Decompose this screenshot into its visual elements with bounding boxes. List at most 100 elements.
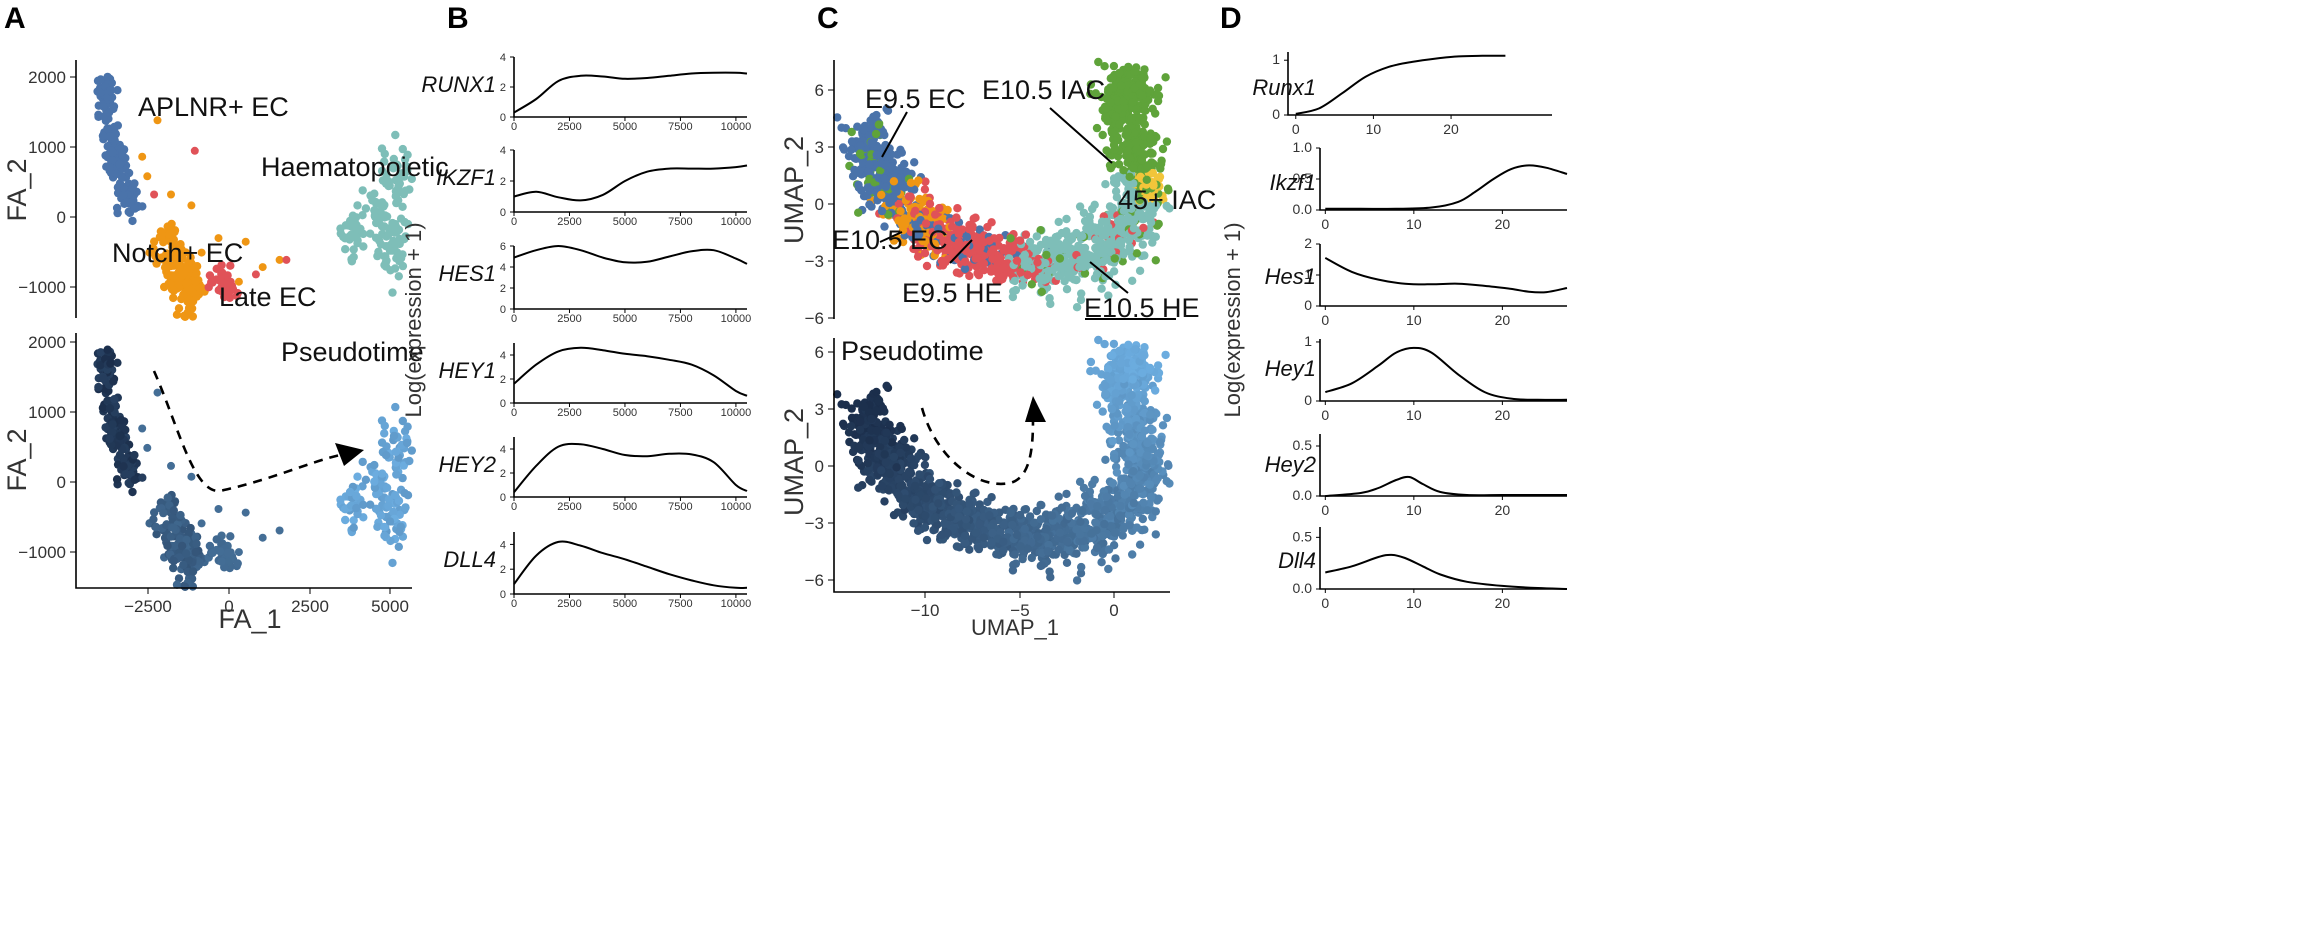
cell-point (954, 512, 964, 521)
panel-c-top-y-label: UMAP_2 (779, 136, 809, 244)
gene-label: DLL4 (443, 547, 496, 572)
cell-point (1106, 98, 1116, 107)
panel-a-bottom-axes (75, 333, 412, 589)
cell-point (853, 122, 862, 131)
panel-c-bottom-axes (833, 338, 1170, 593)
cell-point (1015, 236, 1025, 245)
cell-point (1154, 494, 1163, 503)
tick-label: 2 (1304, 235, 1312, 251)
cell-point (1054, 271, 1063, 281)
cell-point (275, 526, 284, 535)
cell-point (226, 261, 235, 270)
cell-point (1072, 275, 1081, 285)
cell-point (1131, 138, 1141, 147)
cell-point (1151, 386, 1160, 395)
panel-c-bottom-y-label: UMAP_2 (779, 408, 809, 516)
tick-label: −3 (805, 252, 824, 271)
tick-label: −1000 (18, 278, 66, 297)
cell-point (1025, 512, 1035, 521)
panel-a-bottom-points (93, 345, 416, 591)
cell-point (197, 248, 206, 257)
cell-point (1100, 61, 1109, 71)
cell-point (217, 287, 226, 296)
cell-point (833, 113, 842, 122)
cell-point (901, 494, 910, 503)
cell-point (1104, 291, 1113, 300)
cell-point (1025, 237, 1035, 247)
tick-label: 1 (1304, 266, 1312, 282)
cell-point (205, 271, 215, 280)
cell-point (105, 434, 114, 443)
tick-label: 6 (815, 81, 824, 100)
cell-point (1124, 460, 1133, 469)
cell-point (359, 229, 368, 239)
panel-label-a: A (4, 2, 26, 35)
cell-point (1164, 461, 1173, 470)
cell-point (1063, 263, 1072, 272)
cell-point (1136, 448, 1145, 457)
cell-point (191, 262, 200, 271)
cell-point (1108, 436, 1117, 446)
cell-point (358, 482, 367, 491)
cell-point (1162, 413, 1172, 423)
cell-point (865, 160, 874, 169)
cell-point (353, 201, 362, 210)
cell-point (153, 388, 162, 397)
cell-point (370, 206, 379, 215)
gene-label: HEY1 (439, 358, 496, 383)
cell-point (96, 88, 105, 97)
trajectory-arrow-a (152, 370, 341, 493)
tick-label: 1000 (28, 403, 66, 422)
cell-point (1062, 285, 1072, 294)
cell-point (373, 522, 382, 531)
tick-label: 0 (1321, 312, 1329, 328)
cell-point (1101, 112, 1110, 121)
cluster-label-e95-he: E9.5 HE (902, 278, 1003, 308)
tick-label: 4 (500, 145, 506, 157)
cell-point (109, 377, 118, 386)
cell-point (1115, 68, 1124, 78)
panel-c-bottom-scatter: 6 3 0 −3 −6 −10 −5 0 UMAP_2 UMAP_1 Pseud… (779, 335, 1174, 640)
cell-point (872, 387, 881, 397)
tick-label: 4 (500, 350, 506, 362)
cell-point (1129, 440, 1138, 449)
cell-point (182, 279, 191, 288)
cell-point (1012, 256, 1022, 265)
cell-point (121, 198, 131, 207)
cell-point (902, 167, 911, 177)
cell-point (1130, 405, 1139, 414)
cell-point (105, 132, 115, 141)
cell-point (856, 141, 865, 150)
tick-label: 0 (1304, 297, 1312, 313)
cell-point (974, 544, 984, 554)
cell-point (1087, 529, 1096, 538)
cell-point (370, 460, 379, 470)
cell-point (915, 194, 924, 204)
cell-point (1091, 519, 1101, 528)
cell-point (838, 419, 848, 428)
cell-point (187, 201, 196, 210)
cell-point (954, 504, 963, 513)
tick-label: 0 (500, 589, 506, 601)
cell-point (1098, 531, 1108, 541)
cell-point (400, 489, 409, 498)
cell-point (1119, 374, 1128, 384)
panel-label-d: D (1220, 2, 1242, 35)
cell-point (1016, 542, 1025, 551)
panel-a-bottom-y-label: FA_2 (2, 428, 32, 491)
cell-point (877, 482, 887, 491)
cell-point (1098, 130, 1107, 140)
cell-point (349, 245, 358, 254)
cell-point (1148, 425, 1157, 434)
cell-point (847, 421, 856, 431)
cell-point (880, 222, 889, 231)
cell-point (960, 538, 970, 547)
cell-point (910, 185, 919, 194)
cell-point (398, 144, 407, 154)
cell-point (1032, 232, 1042, 241)
gene-label: Dll4 (1278, 548, 1316, 573)
cell-point (1097, 284, 1106, 293)
cell-point (370, 477, 379, 486)
cell-point (169, 506, 178, 515)
cell-point (1119, 481, 1129, 491)
